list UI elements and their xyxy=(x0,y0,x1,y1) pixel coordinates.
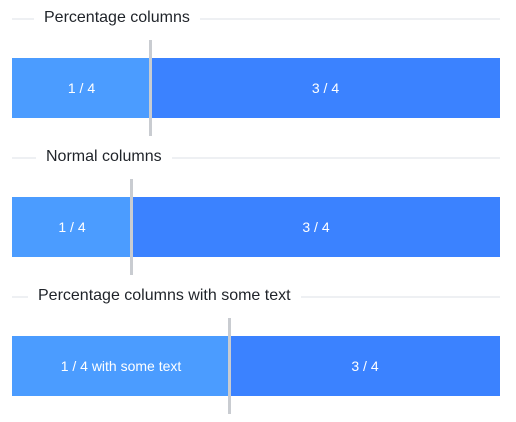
section-title: Percentage columns xyxy=(34,8,200,28)
column-left: 1 / 4 xyxy=(12,197,132,257)
column-left: 1 / 4 xyxy=(12,58,151,118)
resize-handle[interactable] xyxy=(130,179,133,275)
column-right: 3 / 4 xyxy=(151,58,500,118)
column-label: 3 / 4 xyxy=(311,80,340,96)
section-divider xyxy=(12,157,500,159)
column-left: 1 / 4 with some text xyxy=(12,336,230,396)
columns-row: 1 / 4 3 / 4 xyxy=(12,197,500,257)
section-title: Normal columns xyxy=(36,147,172,167)
columns-row: 1 / 4 with some text 3 / 4 xyxy=(12,336,500,396)
resize-handle[interactable] xyxy=(149,40,152,136)
resize-handle[interactable] xyxy=(228,318,231,414)
column-right: 3 / 4 xyxy=(132,197,500,257)
section-title: Percentage columns with some text xyxy=(28,286,301,306)
section-divider xyxy=(12,18,500,20)
columns-row: 1 / 4 3 / 4 xyxy=(12,58,500,118)
column-label: 1 / 4 xyxy=(67,80,96,96)
column-label: 1 / 4 with some text xyxy=(60,358,182,374)
column-label: 3 / 4 xyxy=(302,219,330,235)
column-label: 3 / 4 xyxy=(351,358,379,374)
column-right: 3 / 4 xyxy=(230,336,500,396)
column-label: 1 / 4 xyxy=(58,219,86,235)
